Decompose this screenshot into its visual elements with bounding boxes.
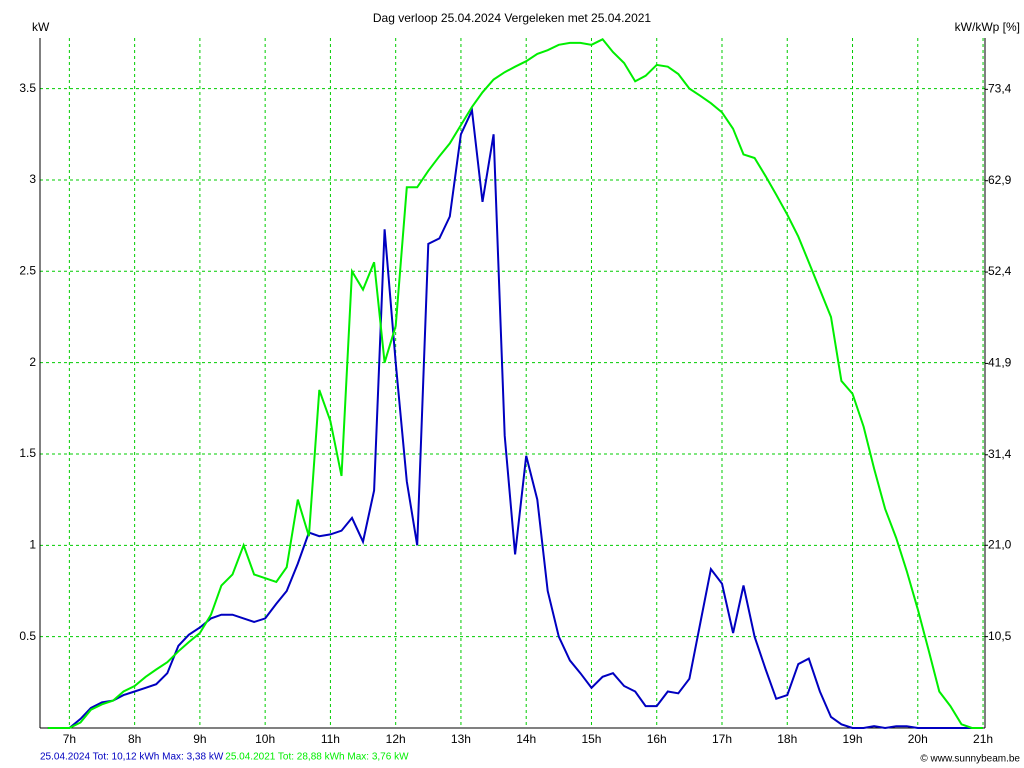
y2-tick-label: 31,4 [988,447,1012,461]
x-tick-label: 19h [843,732,863,746]
x-tick-label: 17h [712,732,732,746]
x-tick-label: 20h [908,732,928,746]
legend-entry: 25.04.2021 Tot: 28,88 kWh Max: 3,76 kW [225,752,409,763]
legend-entry: 25.04.2024 Tot: 10,12 kWh Max: 3,38 kW [40,752,224,763]
x-tick-label: 14h [516,732,536,746]
x-tick-label: 10h [255,732,275,746]
y2-tick-label: 52,4 [988,264,1012,278]
x-tick-label: 12h [386,732,406,746]
y2-tick-label: 10,5 [988,629,1012,643]
y-tick-label: 3.5 [19,81,36,95]
credit: © www.sunnybeam.be [920,754,1020,765]
chart-title: Dag verloop 25.04.2024 Vergeleken met 25… [373,11,652,25]
data-line [47,106,983,730]
x-tick-label: 16h [647,732,667,746]
y-tick-label: 2.5 [19,263,36,277]
data-line [47,38,983,729]
y-tick-label: 2 [29,355,36,369]
x-tick-label: 7h [63,732,76,746]
y-tick-label: 1.5 [19,446,36,460]
y-axis-label: kW [32,20,50,34]
x-tick-label: 15h [581,732,601,746]
y2-tick-label: 62,9 [988,173,1012,187]
x-tick-label: 13h [451,732,471,746]
y2-tick-label: 41,9 [988,356,1012,370]
x-tick-label: 8h [128,732,141,746]
y2-tick-label: 73,4 [988,82,1012,96]
y-tick-label: 0.5 [19,629,36,643]
x-tick-label: 21h [973,732,993,746]
x-tick-label: 11h [321,732,340,746]
y-tick-label: 1 [29,537,36,551]
x-tick-label: 18h [777,732,797,746]
y-tick-label: 3 [29,172,36,186]
y2-axis-label: kW/kWp [%] [955,20,1020,34]
x-tick-label: 9h [193,732,206,746]
y2-tick-label: 21,0 [988,537,1012,551]
